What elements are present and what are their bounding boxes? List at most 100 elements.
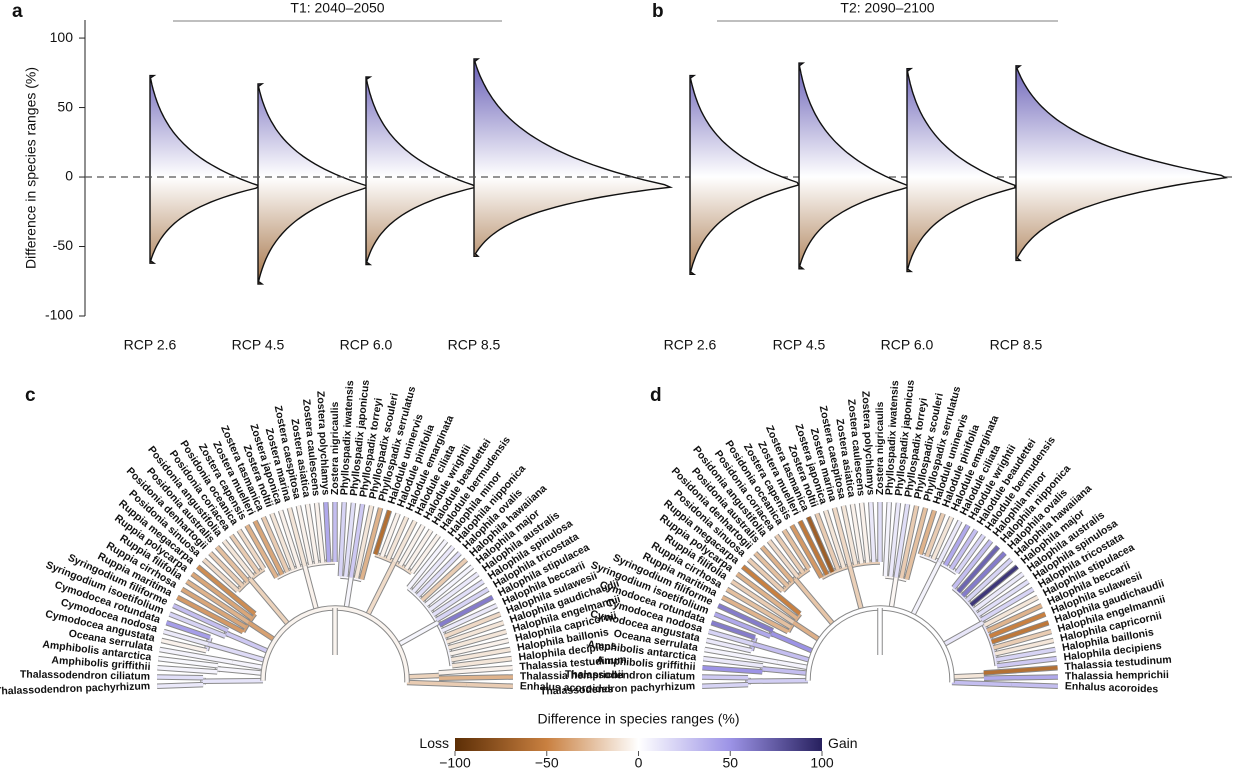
leaf-branch — [410, 534, 441, 574]
x-tick-label: RCP 6.0 — [340, 337, 393, 353]
branch — [406, 680, 467, 687]
panel-label: d — [650, 385, 662, 406]
leaf-branch — [157, 666, 218, 674]
y-tick-label: 50 — [57, 98, 73, 114]
species-label: Phyllospadix iwatensis — [883, 380, 901, 496]
leaf-branch — [995, 647, 1056, 662]
leaf-branch — [208, 551, 244, 588]
y-tick-label: -50 — [53, 237, 73, 253]
leaf-branch — [714, 612, 772, 638]
leaf-branch — [354, 505, 374, 579]
leaf-branch — [424, 565, 474, 607]
leaf-branch — [443, 612, 501, 638]
leaf-branch — [956, 545, 1000, 593]
branch — [848, 565, 864, 611]
leaf-branch — [416, 551, 462, 598]
leaf-branch — [215, 545, 249, 583]
leaf-branch — [961, 551, 1007, 598]
leaf-branch — [994, 638, 1054, 656]
leaf-branch — [180, 587, 247, 629]
leaf-branch — [1011, 682, 1058, 688]
leaf-branch — [986, 604, 1043, 633]
leaf-branch — [448, 629, 507, 650]
colorbar-tick-label: 0 — [635, 755, 643, 770]
colorbar-high-label: Gain — [828, 735, 858, 751]
violin — [257, 83, 372, 285]
leaf-branch — [338, 502, 346, 577]
branch — [217, 667, 264, 675]
leaf-branch — [161, 638, 207, 653]
branch — [365, 561, 396, 617]
leaf-branch — [222, 539, 255, 578]
leaf-branch — [324, 502, 331, 563]
colorbar-low-label: Loss — [419, 735, 449, 751]
leaf-branch — [918, 509, 937, 555]
leaf-branch — [157, 682, 204, 688]
colorbar-tick-label: 100 — [810, 755, 834, 770]
leaf-branch — [710, 621, 756, 640]
leaf-branch — [949, 529, 978, 570]
colorbar-tick-label: −50 — [535, 755, 559, 770]
leaf-branch — [158, 656, 219, 668]
period-title: T2: 2090–2100 — [840, 0, 934, 16]
leaf-branch — [159, 647, 233, 664]
leaf-branch — [441, 604, 498, 633]
leaf-branch — [717, 604, 774, 633]
x-tick-label: RCP 6.0 — [881, 337, 934, 353]
period-title: T1: 2040–2050 — [290, 0, 384, 16]
leaf-branch — [344, 502, 356, 577]
leaf-branch — [407, 539, 448, 589]
leaf-branch — [889, 502, 901, 577]
branch — [397, 620, 439, 647]
leaf-branch — [420, 558, 468, 602]
leaf-branch — [904, 507, 928, 580]
leaf-branch — [725, 587, 792, 629]
violin — [798, 62, 913, 270]
leaf-branch — [741, 565, 801, 616]
species-label: Enhalus acoroides — [520, 680, 614, 695]
species-label: Thalassia hemprichii — [1065, 669, 1169, 683]
panel-label: b — [652, 1, 664, 22]
leaf-branch — [446, 621, 505, 644]
violin — [689, 74, 800, 276]
leaf-branch — [261, 516, 290, 573]
species-label: Zostera polychlamys — [859, 391, 876, 496]
leaf-branch — [702, 682, 749, 688]
x-tick-label: RCP 4.5 — [232, 337, 285, 353]
leaf-branch — [411, 545, 455, 593]
species-label: Thalassodendron ciliatum — [565, 668, 695, 682]
leaf-branch — [701, 675, 749, 680]
leaf-branch — [790, 524, 824, 579]
leaf-branch — [202, 558, 239, 593]
leaf-branch — [937, 520, 962, 563]
leaf-branch — [850, 503, 864, 564]
species-label: Enhalus acoroides — [1065, 680, 1159, 695]
branch — [951, 673, 984, 679]
x-tick-label: RCP 4.5 — [773, 337, 826, 353]
branch — [951, 680, 1012, 687]
leaf-branch — [991, 621, 1050, 644]
leaf-branch — [767, 539, 800, 578]
branch — [942, 620, 984, 647]
species-label: Zostera polychlamys — [314, 391, 331, 496]
leaf-branch — [706, 638, 752, 653]
branch — [202, 678, 264, 683]
colorbar-tick-label: 50 — [722, 755, 738, 770]
violin — [473, 58, 674, 257]
leaf-branch — [398, 524, 425, 567]
leaf-branch — [753, 551, 789, 588]
x-tick-label: RCP 8.5 — [448, 337, 501, 353]
tree — [701, 502, 1059, 689]
leaf-branch — [988, 612, 1046, 638]
leaf-branch — [869, 502, 876, 563]
leaf-branch — [314, 502, 325, 563]
leaf-branch — [983, 666, 1058, 675]
leaf-branch — [449, 638, 509, 656]
panel-label: a — [12, 1, 23, 22]
leaf-branch — [883, 502, 891, 577]
y-axis-label: Difference in species ranges (%) — [23, 67, 39, 269]
branch — [247, 620, 277, 642]
leaf-branch — [703, 656, 764, 668]
y-tick-label: 100 — [50, 29, 74, 45]
leaf-branch — [404, 529, 433, 570]
